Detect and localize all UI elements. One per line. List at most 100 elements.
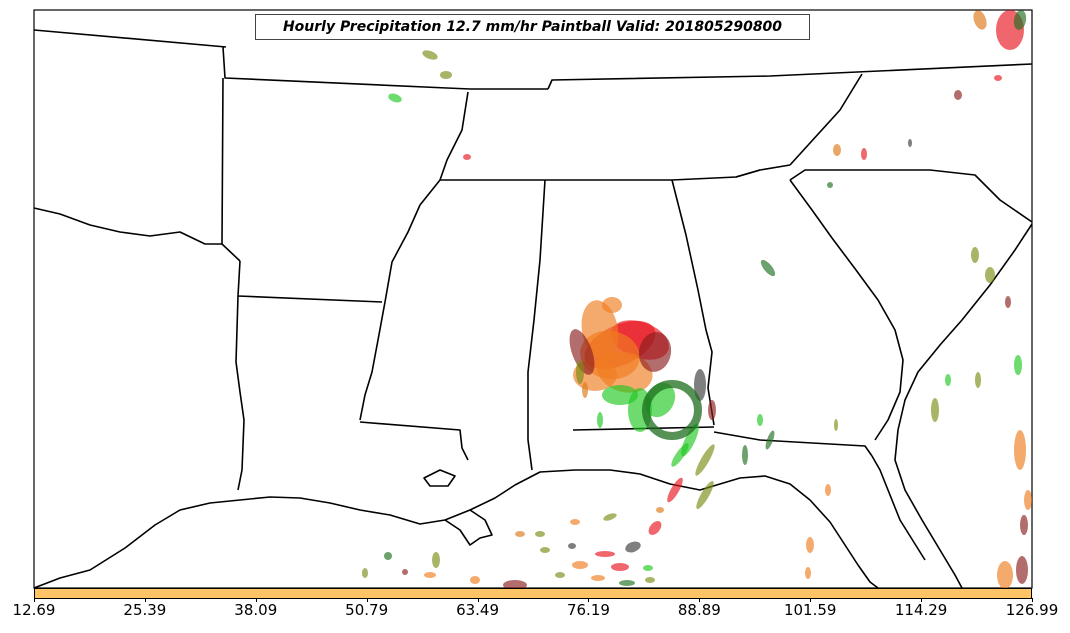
precip-blob — [572, 561, 588, 569]
precip-blob — [648, 521, 662, 535]
precip-blob — [540, 547, 550, 553]
colorbar-tick-mark — [810, 598, 812, 602]
precip-blob — [757, 414, 763, 426]
precip-blob — [645, 577, 655, 583]
precip-blob — [597, 412, 603, 428]
precip-blob — [985, 267, 995, 283]
coast-atlantic — [894, 223, 1033, 589]
precip-blob — [569, 329, 595, 375]
precip-blob — [463, 154, 471, 160]
state-boundaries — [33, 29, 1033, 589]
colorbar-tick-label: 101.59 — [783, 601, 837, 619]
border-alabama-georgia — [671, 179, 715, 426]
precip-blob — [973, 10, 987, 30]
precip-blob — [576, 360, 584, 384]
border-texas-louisiana — [235, 295, 245, 491]
border-louisiana-mississippi — [359, 421, 469, 461]
precip-blob — [568, 543, 576, 549]
precip-ring — [642, 380, 702, 440]
precip-blob — [834, 419, 838, 431]
colorbar-tick-mark — [588, 598, 590, 602]
precip-blob — [619, 580, 635, 586]
precip-blob — [638, 332, 672, 372]
precip-blob — [602, 385, 638, 405]
precip-blob — [656, 507, 664, 513]
precip-blob — [555, 572, 565, 578]
colorbar-tick-label: 114.29 — [894, 601, 948, 619]
precip-blob — [1020, 515, 1028, 535]
colorbar-tick-label: 25.39 — [123, 601, 167, 619]
precip-blob — [422, 50, 438, 60]
precip-blob — [695, 444, 715, 476]
precip-blob — [708, 400, 716, 420]
precip-blob — [503, 580, 527, 590]
precip-blob — [440, 71, 452, 79]
precip-blob — [1014, 430, 1026, 470]
precip-blob — [975, 372, 981, 388]
precip-blob — [667, 477, 683, 503]
precip-blob — [825, 484, 831, 496]
precip-blob — [861, 148, 867, 160]
colorbar-tick-label: 88.89 — [677, 601, 721, 619]
precip-blob — [432, 552, 440, 568]
coast-gulf — [33, 469, 879, 589]
precip-blob — [470, 576, 480, 584]
precip-blob — [602, 297, 622, 313]
precip-blob — [994, 75, 1002, 81]
colorbar-tick-mark — [921, 598, 923, 602]
precip-blob — [424, 572, 436, 578]
colorbar-tick-label: 76.19 — [566, 601, 610, 619]
precip-blob — [582, 382, 588, 398]
precip-blob — [388, 93, 402, 103]
colorbar-tick-mark — [366, 598, 368, 602]
precip-blob — [1016, 556, 1028, 584]
precip-blob — [611, 563, 629, 571]
precip-blob — [694, 369, 706, 401]
precip-blob — [954, 90, 962, 100]
colorbar-tick-label: 38.09 — [234, 601, 278, 619]
precip-blob — [603, 513, 617, 521]
precip-blob — [742, 445, 748, 465]
border-georgia-sc — [789, 179, 904, 441]
border-arkansas-mississippi-river — [359, 179, 441, 421]
precip-blob — [945, 374, 951, 386]
colorbar-tick-label: 63.49 — [456, 601, 500, 619]
precip-blob — [595, 551, 615, 557]
border-georgia-florida — [713, 431, 873, 457]
colorbar-tick-mark — [255, 598, 257, 602]
border-virginia-nc — [789, 73, 863, 166]
paintball-precip-layer — [362, 10, 1032, 590]
precip-blob — [1024, 490, 1032, 510]
colorbar-tick-label: 50.79 — [345, 601, 389, 619]
precip-blob — [402, 569, 408, 575]
precip-blob — [384, 552, 392, 560]
colorbar — [34, 588, 1032, 599]
precip-blob — [931, 398, 939, 422]
lake-pontchartrain — [423, 469, 456, 487]
precip-blob — [997, 561, 1013, 589]
precip-blob — [1005, 296, 1011, 308]
border-mississippi-alabama — [527, 179, 546, 471]
precip-blob — [570, 519, 580, 525]
precip-blob — [535, 531, 545, 537]
precip-blob — [806, 537, 814, 553]
precip-blob — [643, 565, 653, 571]
precip-blob — [362, 568, 368, 578]
border-illinois-kentucky — [547, 63, 1033, 90]
coast-florida-bend — [871, 455, 926, 561]
precip-blob — [671, 443, 689, 467]
precip-blob — [515, 531, 525, 537]
precip-blob — [696, 481, 714, 509]
precip-blob — [827, 182, 833, 188]
precip-blob — [591, 575, 605, 581]
precip-blob — [908, 139, 912, 147]
precip-blob — [1013, 10, 1027, 30]
precip-blob — [597, 351, 653, 393]
colorbar-tick-mark — [699, 598, 701, 602]
coast-delta — [444, 509, 493, 546]
colorbar-tick-mark — [144, 598, 146, 602]
border-kansas-nebraska — [33, 29, 227, 48]
colorbar-tick-mark — [1032, 598, 1033, 602]
precip-blob — [833, 144, 841, 156]
map-frame — [33, 9, 1033, 589]
